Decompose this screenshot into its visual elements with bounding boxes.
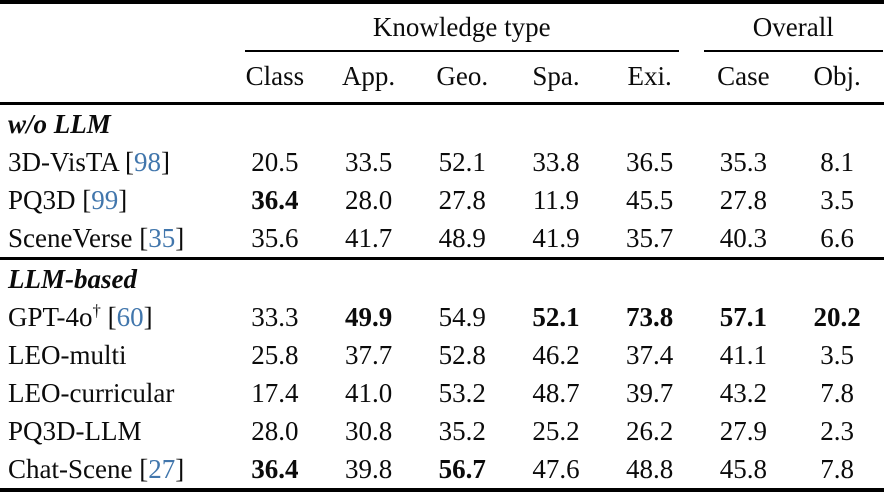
column-header-class: Class bbox=[228, 52, 322, 105]
dagger-mark: † bbox=[92, 300, 101, 320]
value-cell: 36.4 bbox=[251, 453, 299, 484]
table-row: PQ3D-LLM 28.0 30.8 35.2 25.2 26.2 27.9 2.3 bbox=[0, 412, 884, 450]
table-body: w/o LLM 3D-VisTA [98] 20.5 33.5 52.1 33.8 36.5… bbox=[0, 104, 884, 491]
group-header-overall-label: Overall bbox=[703, 4, 883, 52]
value-cell: 52.1 bbox=[438, 146, 486, 177]
section-row: LLM-based bbox=[0, 257, 884, 298]
corner-cell bbox=[0, 2, 228, 52]
value-cell: 35.2 bbox=[438, 415, 486, 446]
method-name: PQ3D [99] bbox=[8, 184, 128, 215]
table-row: SceneVerse [35] 35.6 41.7 48.9 41.9 35.7 40.3 6… bbox=[0, 219, 884, 259]
value-cell: 30.8 bbox=[344, 415, 393, 446]
value-cell: 33.5 bbox=[344, 146, 393, 177]
table-row: PQ3D [99] 36.4 28.0 27.8 11.9 45.5 27.8 3.5 bbox=[0, 181, 884, 219]
value-cell: 8.1 bbox=[820, 146, 854, 177]
group-header-overall: Overall bbox=[697, 2, 884, 52]
value-cell: 27.8 bbox=[438, 184, 486, 215]
value-cell: 28.0 bbox=[251, 415, 299, 446]
value-cell: 52.1 bbox=[532, 301, 580, 332]
value-cell: 35.3 bbox=[719, 146, 767, 177]
value-cell: 20.2 bbox=[813, 301, 861, 332]
value-cell: 41.1 bbox=[719, 339, 767, 370]
value-cell: 33.8 bbox=[532, 146, 580, 177]
method-name: Chat-Scene [27] bbox=[8, 453, 185, 484]
value-cell: 41.7 bbox=[344, 222, 393, 253]
section-label: w/o LLM bbox=[8, 108, 111, 139]
corner-cell bbox=[0, 52, 229, 105]
method-name: LEO-multi bbox=[8, 339, 127, 370]
method-name: GPT-4o† [60] bbox=[8, 300, 153, 332]
value-cell: 27.8 bbox=[719, 184, 767, 215]
value-cell: 43.2 bbox=[719, 377, 767, 408]
column-header-app: App. bbox=[321, 52, 416, 105]
value-cell: 39.7 bbox=[626, 377, 674, 408]
value-cell: 2.3 bbox=[820, 415, 854, 446]
method-name: 3D-VisTA [98] bbox=[8, 146, 170, 177]
value-cell: 36.5 bbox=[626, 146, 674, 177]
value-cell: 47.6 bbox=[532, 453, 580, 484]
citation-link[interactable]: 99 bbox=[91, 184, 119, 215]
value-cell: 25.8 bbox=[251, 339, 299, 370]
value-cell: 41.0 bbox=[344, 377, 393, 408]
method-name: SceneVerse [35] bbox=[8, 222, 185, 253]
value-cell: 46.2 bbox=[532, 339, 580, 370]
group-header-row: Knowledge type Overall bbox=[0, 2, 884, 52]
group-header-knowledge-type: Knowledge type bbox=[228, 2, 696, 52]
table-row: LEO-curricular 17.4 41.0 53.2 48.7 39.7 43.2 7.… bbox=[0, 374, 884, 412]
value-cell: 28.0 bbox=[344, 184, 393, 215]
column-header-case: Case bbox=[696, 52, 791, 105]
citation-link[interactable]: 60 bbox=[116, 301, 144, 332]
group-header-knowledge-type-label: Knowledge type bbox=[245, 4, 679, 52]
table-row: GPT-4o† [60] 33.3 49.9 54.9 52.1 73.8 57.1 20.2 bbox=[0, 298, 884, 336]
value-cell: 56.7 bbox=[438, 453, 486, 484]
value-cell: 11.9 bbox=[532, 184, 580, 215]
column-header-obj: Obj. bbox=[790, 52, 884, 105]
value-cell: 41.9 bbox=[532, 222, 580, 253]
value-cell: 26.2 bbox=[626, 415, 674, 446]
section-label: LLM-based bbox=[0, 257, 884, 298]
value-cell: 20.5 bbox=[251, 146, 299, 177]
value-cell: 48.8 bbox=[626, 453, 674, 484]
column-header-spa: Spa. bbox=[509, 52, 603, 105]
value-cell: 17.4 bbox=[251, 377, 299, 408]
value-cell: 40.3 bbox=[719, 222, 767, 253]
value-cell: 45.8 bbox=[719, 453, 767, 484]
value-cell: 7.8 bbox=[820, 453, 854, 484]
value-cell: 25.2 bbox=[532, 415, 580, 446]
value-cell: 49.9 bbox=[344, 301, 393, 332]
citation-link[interactable]: 35 bbox=[148, 222, 176, 253]
value-cell: 3.5 bbox=[820, 184, 854, 215]
value-cell: 36.4 bbox=[251, 184, 299, 215]
section-row: w/o LLM bbox=[0, 104, 884, 144]
value-cell: 57.1 bbox=[719, 301, 767, 332]
value-cell: 27.9 bbox=[719, 415, 767, 446]
table-row: 3D-VisTA [98] 20.5 33.5 52.1 33.8 36.5 35.3 8.1 bbox=[0, 143, 884, 181]
method-name: PQ3D-LLM bbox=[8, 415, 142, 446]
value-cell: 35.7 bbox=[626, 222, 674, 253]
value-cell: 48.7 bbox=[532, 377, 580, 408]
value-cell: 3.5 bbox=[820, 339, 854, 370]
value-cell: 48.9 bbox=[438, 222, 486, 253]
value-cell: 52.8 bbox=[438, 339, 486, 370]
citation-link[interactable]: 27 bbox=[148, 453, 176, 484]
value-cell: 54.9 bbox=[438, 301, 486, 332]
column-header-geo: Geo. bbox=[415, 52, 510, 105]
value-cell: 37.7 bbox=[344, 339, 393, 370]
value-cell: 33.3 bbox=[251, 301, 299, 332]
value-cell: 35.6 bbox=[251, 222, 299, 253]
value-cell: 7.8 bbox=[820, 377, 854, 408]
value-cell: 37.4 bbox=[626, 339, 674, 370]
column-header-exi: Exi. bbox=[602, 52, 697, 105]
column-header-row: Class App. Geo. Spa. Exi. Case Obj. bbox=[0, 52, 884, 105]
table-row: LEO-multi 25.8 37.7 52.8 46.2 37.4 41.1 3.5 bbox=[0, 336, 884, 374]
value-cell: 6.6 bbox=[820, 222, 854, 253]
value-cell: 45.5 bbox=[626, 184, 674, 215]
value-cell: 39.8 bbox=[344, 453, 393, 484]
value-cell: 53.2 bbox=[438, 377, 486, 408]
value-cell: 73.8 bbox=[626, 301, 674, 332]
table-row: Chat-Scene [27] 36.4 39.8 56.7 47.6 48.8 45.8 7… bbox=[0, 450, 884, 490]
method-name: LEO-curricular bbox=[8, 377, 175, 408]
citation-link[interactable]: 98 bbox=[133, 146, 161, 177]
